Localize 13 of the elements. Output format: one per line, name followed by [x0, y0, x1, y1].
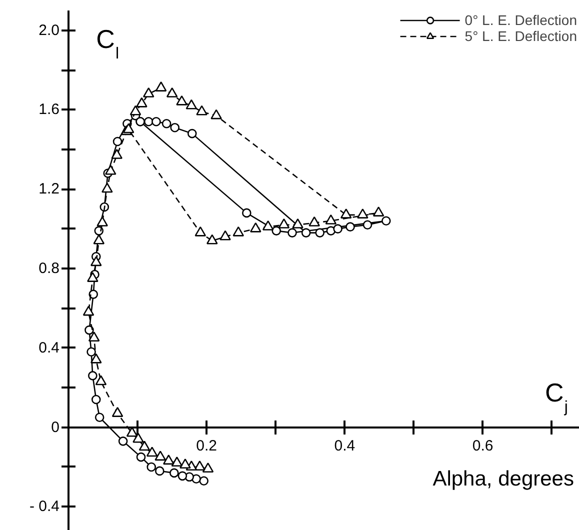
- y-tick-label: - 0.4: [29, 498, 60, 516]
- y-tick-label: 1.6: [38, 101, 60, 118]
- y-tick-label: 0.8: [38, 260, 60, 278]
- y-tick-label: 0.4: [38, 339, 60, 356]
- y-tick-label: 0: [51, 418, 60, 436]
- y-tick-label: 1.2: [38, 180, 60, 198]
- x-tick-label: 0.4: [334, 437, 356, 454]
- x-tick-label: 0.2: [196, 437, 218, 454]
- legend-label: 5° L. E. Deflection: [464, 28, 577, 44]
- y-tick-label: 2.0: [38, 22, 60, 39]
- annotation: Alpha, degrees: [432, 467, 574, 490]
- legend-label: 0° L. E. Deflection: [464, 12, 577, 28]
- x-tick-label: 0.6: [472, 437, 494, 454]
